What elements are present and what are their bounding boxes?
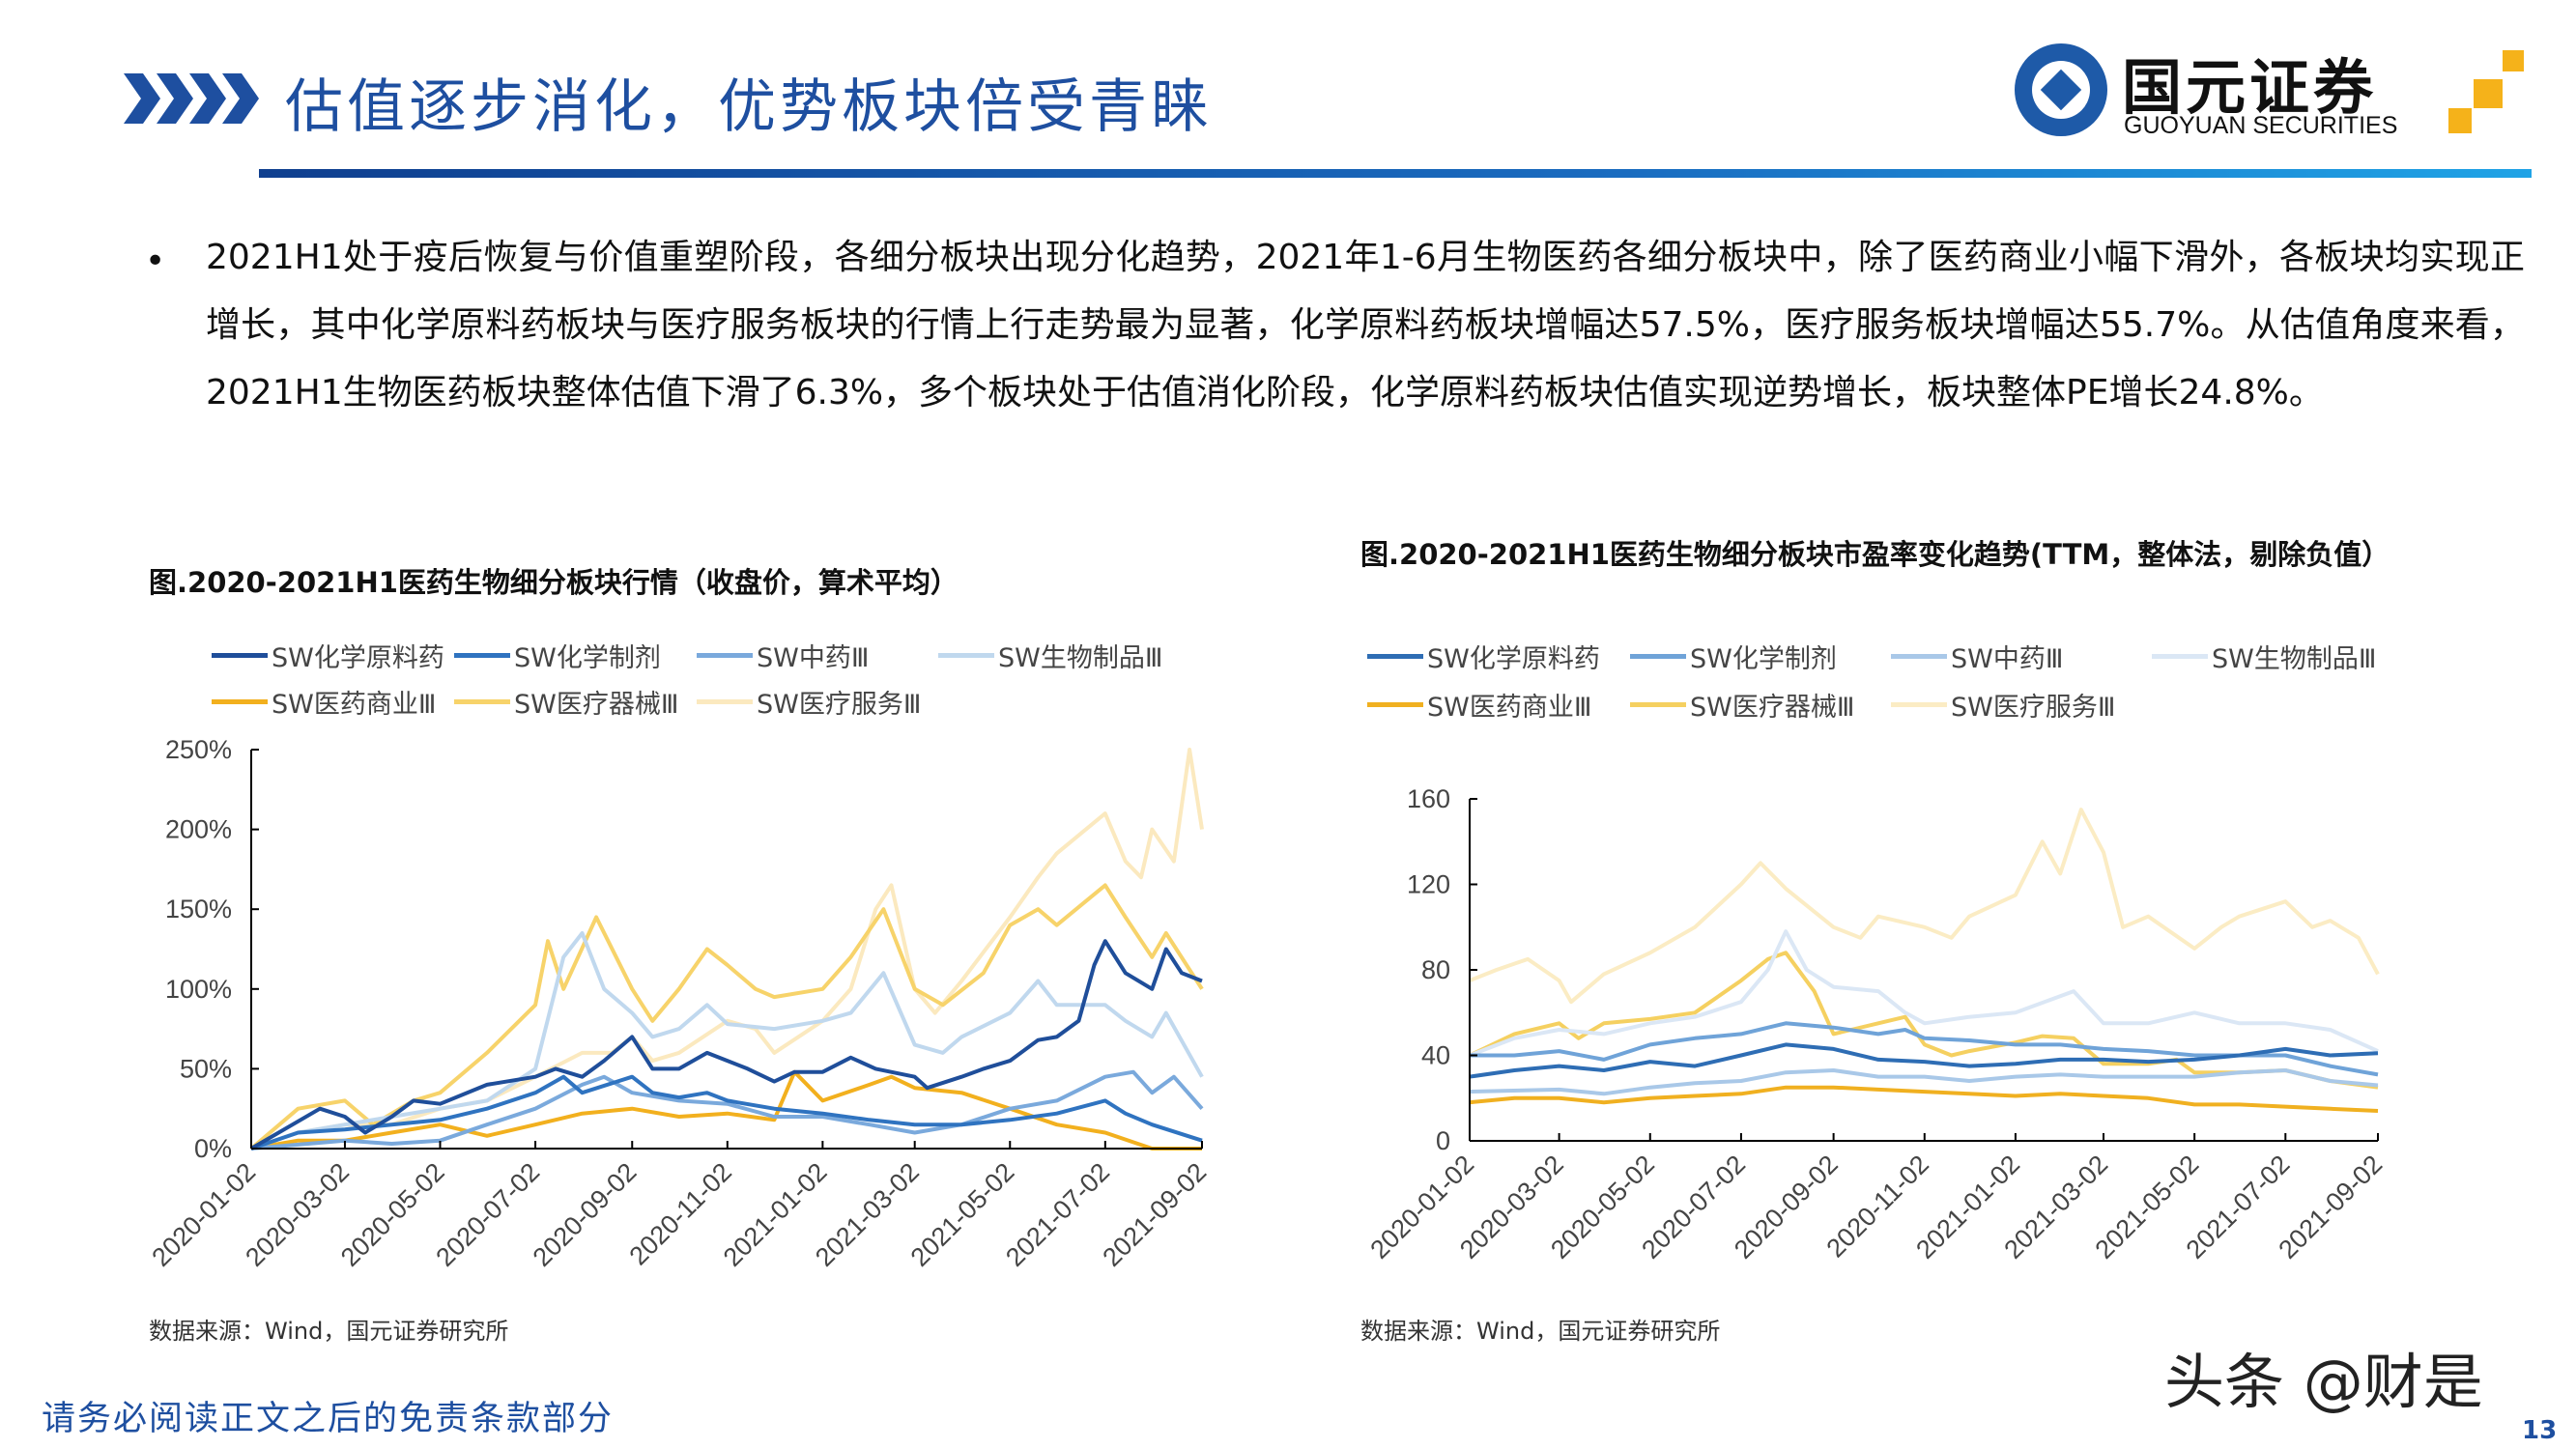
series-line-1 xyxy=(1469,1042,2379,1079)
legend-swatch xyxy=(212,653,268,658)
series-line-4 xyxy=(250,931,1204,1151)
legend-label: SW生物制品Ⅲ xyxy=(998,643,1163,673)
legend-swatch xyxy=(2152,654,2208,659)
page-title: 估值逐步消化，优势板块倍受青睐 xyxy=(285,73,1213,141)
legend-label: SW生物制品Ⅲ xyxy=(2212,644,2377,674)
x-tick-label: 2021-07-02 xyxy=(1000,1157,1115,1272)
legend-label: SW医疗器械Ⅲ xyxy=(514,690,679,720)
y-tick-label: 50% xyxy=(180,1054,232,1083)
legend-item: SW中药Ⅲ xyxy=(1891,638,2063,675)
legend-swatch xyxy=(1891,654,1947,659)
legend-swatch xyxy=(697,653,753,658)
logo-text-cn: 国元证券 xyxy=(2122,52,2378,123)
right-chart-source: 数据来源：Wind，国元证券研究所 xyxy=(1360,1318,1721,1345)
legend-swatch xyxy=(454,699,510,704)
legend-item: SW医疗服务Ⅲ xyxy=(697,683,921,721)
legend-item: SW生物制品Ⅲ xyxy=(2152,638,2376,675)
legend-item: SW生物制品Ⅲ xyxy=(938,637,1162,674)
legend-label: SW医疗器械Ⅲ xyxy=(1690,693,1855,723)
legend-label: SW化学原料药 xyxy=(1427,644,1600,674)
legend-label: SW医药商业Ⅲ xyxy=(1427,693,1592,723)
legend-swatch xyxy=(938,653,994,658)
legend-item: SW化学制剂 xyxy=(454,637,661,674)
legend-label: SW化学制剂 xyxy=(1690,644,1837,674)
logo-text-en: GUOYUAN SECURITIES xyxy=(2124,112,2398,139)
legend-item: SW医药商业Ⅲ xyxy=(1367,686,1591,724)
legend-swatch xyxy=(1630,654,1686,659)
legend-swatch xyxy=(1630,702,1686,707)
y-tick-label: 0 xyxy=(1436,1126,1450,1155)
series-line-7 xyxy=(250,748,1204,1151)
series-line-5 xyxy=(250,1069,1202,1151)
legend-item: SW化学原料药 xyxy=(1367,638,1600,675)
legend-label: SW中药Ⅲ xyxy=(757,643,870,673)
legend-item: SW化学制剂 xyxy=(1630,638,1837,675)
x-tick-label: 2021-09-02 xyxy=(1097,1157,1212,1272)
y-tick-label: 250% xyxy=(165,735,232,764)
legend-label: SW医药商业Ⅲ xyxy=(272,690,437,720)
header-divider xyxy=(259,169,2532,178)
right-chart-title: 图.2020-2021H1医药生物细分板块市盈率变化趋势(TTM，整体法，剔除负… xyxy=(1360,538,2390,571)
legend-item: SW化学原料药 xyxy=(212,637,444,674)
y-tick-label: 80 xyxy=(1421,955,1450,984)
logo-decoration-icon xyxy=(2503,50,2524,71)
legend-swatch xyxy=(1891,702,1947,707)
legend-item: SW医疗器械Ⅲ xyxy=(454,683,678,721)
series-line-6 xyxy=(1469,951,2379,1090)
y-tick-label: 120 xyxy=(1407,870,1450,899)
legend-swatch xyxy=(697,699,753,704)
series-line-3 xyxy=(250,1069,1204,1151)
legend-swatch xyxy=(212,699,268,704)
legend-swatch xyxy=(1367,654,1423,659)
legend-label: SW化学制剂 xyxy=(514,643,661,673)
page-number: 13 xyxy=(2522,1416,2558,1445)
left-chart-title: 图.2020-2021H1医药生物细分板块行情（收盘价，算术平均） xyxy=(149,566,959,599)
logo-decoration-icon xyxy=(2448,108,2472,133)
disclaimer-text: 请务必阅读正文之后的免责条款部分 xyxy=(42,1400,615,1438)
y-tick-label: 0% xyxy=(194,1134,232,1163)
legend-item: SW医疗服务Ⅲ xyxy=(1891,686,2115,724)
legend-item: SW医疗器械Ⅲ xyxy=(1630,686,1854,724)
series-line-1 xyxy=(249,939,1203,1151)
summary-paragraph: 2021H1处于疫后恢复与价值重塑阶段，各细分板块出现分化趋势，2021年1-6… xyxy=(206,238,2525,412)
legend-swatch xyxy=(454,653,510,658)
legend-item: SW中药Ⅲ xyxy=(697,637,869,674)
legend-label: SW化学原料药 xyxy=(272,643,444,673)
series-line-7 xyxy=(1469,808,2380,1005)
y-tick-label: 100% xyxy=(165,975,232,1004)
y-tick-label: 160 xyxy=(1407,784,1450,813)
x-tick-label: 2020-09-02 xyxy=(528,1157,643,1272)
legend-label: SW中药Ⅲ xyxy=(1951,644,2064,674)
left-chart: 0%50%100%150%200%250%2020-01-022020-03-0… xyxy=(146,735,1212,1272)
series-line-4 xyxy=(1469,929,2379,1058)
legend-swatch xyxy=(1367,702,1423,707)
series-line-5 xyxy=(1469,1085,2379,1113)
guoyuan-logo-icon xyxy=(2015,43,2107,136)
bullet-icon: • xyxy=(145,242,166,281)
x-tick-label: 2020-07-02 xyxy=(430,1157,545,1272)
watermark: 头条 @财是 xyxy=(2164,1347,2483,1417)
legend-label: SW医疗服务Ⅲ xyxy=(1951,693,2116,723)
logo-decoration-icon xyxy=(2474,79,2503,108)
header-chevrons-icon xyxy=(124,73,259,124)
series-line-6 xyxy=(249,883,1204,1151)
left-chart-source: 数据来源：Wind，国元证券研究所 xyxy=(149,1318,509,1345)
series-line-2 xyxy=(250,1074,1203,1151)
legend-item: SW医药商业Ⅲ xyxy=(212,683,436,721)
y-tick-label: 150% xyxy=(165,895,232,923)
series-line-3 xyxy=(1469,1068,2379,1096)
y-tick-label: 40 xyxy=(1421,1041,1450,1070)
right-chart: 040801201602020-01-022020-03-022020-05-0… xyxy=(1364,784,2388,1264)
series-line-2 xyxy=(1470,1021,2379,1077)
y-tick-label: 200% xyxy=(165,815,232,844)
legend-label: SW医疗服务Ⅲ xyxy=(757,690,922,720)
